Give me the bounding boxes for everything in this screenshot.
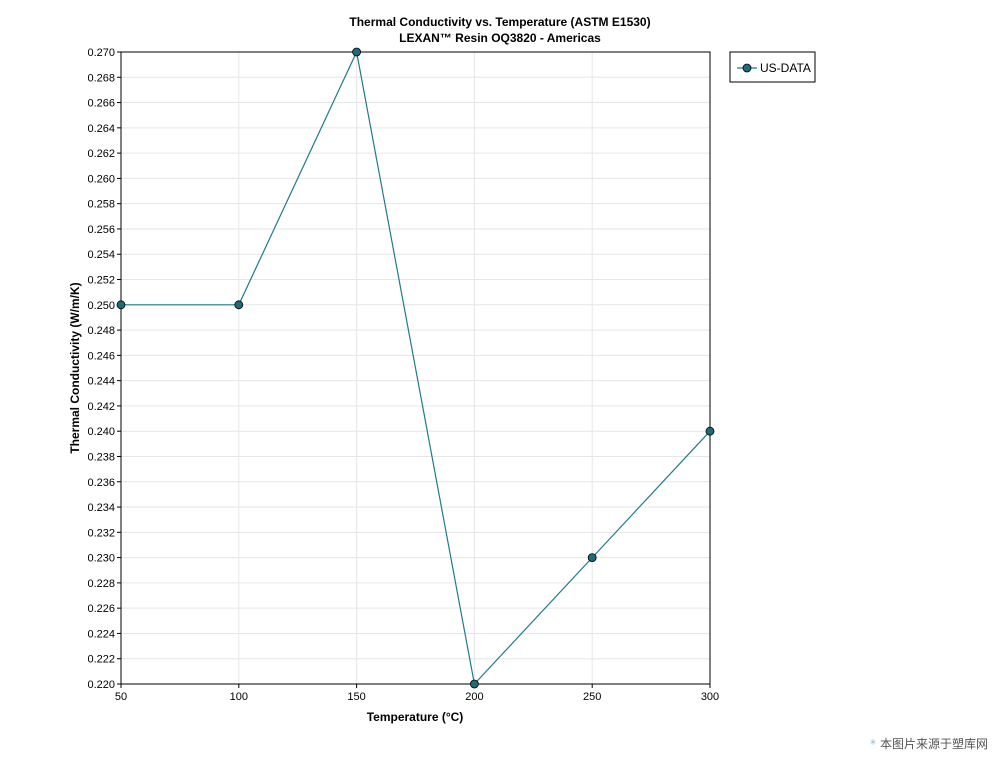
y-tick-label: 0.256	[87, 224, 115, 236]
y-tick-label: 0.244	[87, 376, 115, 388]
watermark: * 本图片来源于塑库网	[870, 735, 988, 752]
watermark-star: *	[869, 737, 876, 751]
y-axis-label: Thermal Conductivity (W/m/K)	[68, 282, 82, 453]
y-tick-label: 0.224	[87, 628, 115, 640]
y-tick-label: 0.232	[87, 527, 115, 539]
x-tick-label: 200	[465, 691, 483, 703]
y-tick-label: 0.254	[87, 249, 115, 261]
data-point[interactable]	[469, 679, 479, 689]
series-line	[121, 50, 711, 686]
y-tick-label: 0.270	[87, 47, 115, 59]
y-tick-label: 0.250	[87, 300, 115, 312]
x-tick-label: 150	[347, 691, 365, 703]
y-tick-label: 0.242	[87, 401, 115, 413]
y-tick-label: 0.260	[87, 173, 115, 185]
y-tick-label: 0.226	[87, 603, 115, 615]
y-tick-label: 0.252	[87, 275, 115, 287]
y-tick-label: 0.262	[87, 148, 115, 160]
data-point[interactable]	[352, 47, 362, 57]
y-tick-label: 0.230	[87, 553, 115, 565]
data-point[interactable]	[587, 553, 597, 562]
series-layer	[116, 47, 715, 689]
y-tick-label: 0.234	[87, 502, 115, 514]
y-axis: 0.220 0.222 0.224 0.226 0.228 0.230 0.232 0.234…	[87, 47, 121, 691]
chart-title: Thermal Conductivity vs. Temperature (AS…	[349, 15, 650, 29]
x-axis: 50 100 150 200 250 300	[115, 684, 719, 703]
chart-subtitle: LEXAN™ Resin OQ3820 - Americas	[399, 31, 601, 45]
data-point[interactable]	[234, 300, 244, 310]
y-tick-label: 0.222	[87, 654, 115, 666]
data-point[interactable]	[705, 426, 715, 436]
y-tick-label: 0.246	[87, 350, 115, 362]
legend: US-DATA	[729, 51, 816, 83]
y-tick-label: 0.264	[87, 123, 115, 135]
y-tick-label: 0.238	[87, 451, 115, 463]
y-tick-label: 0.248	[87, 325, 115, 337]
x-tick-label: 250	[583, 691, 601, 703]
x-tick-label: 100	[230, 691, 248, 703]
y-tick-label: 0.240	[87, 426, 115, 438]
legend-marker	[742, 63, 752, 73]
x-axis-label: Temperature (°C)	[367, 710, 464, 724]
x-tick-label: 50	[115, 691, 127, 703]
y-tick-label: 0.236	[87, 477, 115, 489]
y-tick-label: 0.266	[87, 98, 115, 110]
watermark-text: 本图片来源于塑库网	[879, 737, 988, 751]
y-tick-label: 0.268	[87, 72, 115, 84]
legend-label: US-DATA	[760, 61, 811, 75]
y-tick-label: 0.220	[87, 679, 115, 691]
y-tick-label: 0.228	[87, 578, 115, 590]
x-tick-label: 300	[701, 691, 719, 703]
y-tick-label: 0.258	[87, 199, 115, 211]
data-point[interactable]	[116, 300, 126, 310]
plot-area	[120, 51, 711, 685]
